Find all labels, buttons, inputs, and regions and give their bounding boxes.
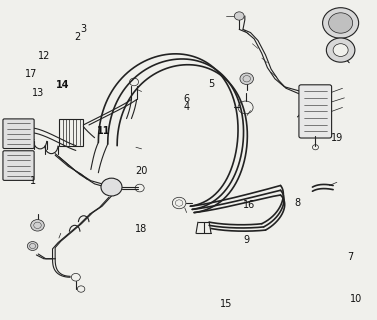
Circle shape xyxy=(326,38,355,62)
Text: 4: 4 xyxy=(184,102,190,112)
Text: 3: 3 xyxy=(80,24,86,34)
Text: 7: 7 xyxy=(347,252,353,262)
Text: 13: 13 xyxy=(32,88,44,98)
Text: 14: 14 xyxy=(56,80,69,90)
Text: 20: 20 xyxy=(135,166,148,176)
Text: 9: 9 xyxy=(244,235,250,245)
FancyBboxPatch shape xyxy=(3,119,34,148)
Text: 1: 1 xyxy=(29,176,36,186)
Text: 5: 5 xyxy=(208,78,214,89)
Text: 12: 12 xyxy=(38,52,50,61)
Text: 6: 6 xyxy=(184,94,190,104)
Text: 16: 16 xyxy=(242,200,255,210)
Text: 8: 8 xyxy=(294,198,300,208)
FancyBboxPatch shape xyxy=(299,85,332,138)
FancyBboxPatch shape xyxy=(3,151,34,180)
Bar xyxy=(59,119,83,146)
Circle shape xyxy=(333,44,348,56)
Text: 11: 11 xyxy=(97,126,111,136)
Text: 2: 2 xyxy=(75,32,81,42)
Circle shape xyxy=(329,13,352,33)
Circle shape xyxy=(101,178,122,196)
Text: 19: 19 xyxy=(331,133,343,143)
Text: 15: 15 xyxy=(220,299,232,309)
Text: 17: 17 xyxy=(25,69,38,79)
Circle shape xyxy=(234,12,244,20)
Text: 10: 10 xyxy=(349,293,362,304)
Circle shape xyxy=(31,220,44,231)
Circle shape xyxy=(240,73,253,84)
Circle shape xyxy=(323,8,359,38)
Text: 18: 18 xyxy=(135,223,148,234)
Circle shape xyxy=(28,242,38,251)
